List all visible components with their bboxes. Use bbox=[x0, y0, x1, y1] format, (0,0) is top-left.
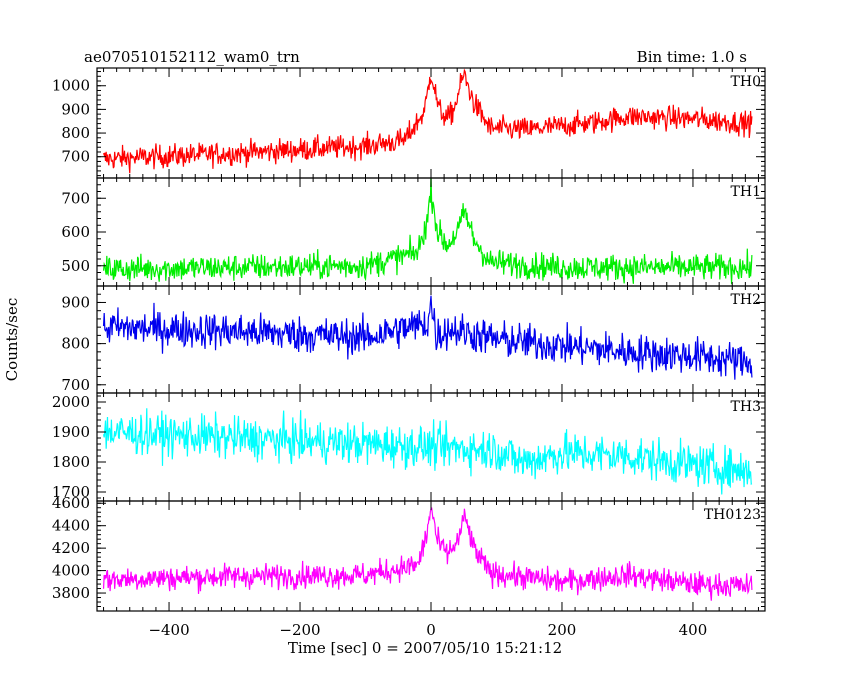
y-tick-label: 900 bbox=[61, 100, 90, 118]
y-tick-label: 2000 bbox=[52, 393, 90, 411]
x-axis-label: Time [sec] 0 = 2007/05/10 15:21:12 bbox=[288, 639, 562, 657]
x-tick-label: 200 bbox=[548, 621, 577, 639]
panel-label-th2: TH2 bbox=[731, 292, 761, 308]
panels-group: TH0 700 800 900 1000 TH1 500 600 700 TH2 700 800 900… bbox=[52, 67, 766, 612]
bin-time-label: Bin time: 1.0 s bbox=[637, 48, 747, 66]
x-tick-label: 400 bbox=[679, 621, 708, 639]
y-axis-label: Counts/sec bbox=[3, 298, 21, 382]
panel-th0123: TH0123 3800 4000 4200 4400 4600 bbox=[52, 494, 766, 612]
panel-frame-th0123 bbox=[96, 500, 766, 612]
x-tick-label: 0 bbox=[426, 621, 436, 639]
y-tick-label: 1700 bbox=[52, 483, 90, 501]
y-tick-label: 1000 bbox=[52, 77, 90, 95]
series-th1 bbox=[102, 178, 753, 285]
series-th3 bbox=[102, 408, 753, 495]
x-tick-label: −200 bbox=[279, 621, 320, 639]
panel-th0: TH0 700 800 900 1000 bbox=[52, 67, 766, 179]
panel-label-th1: TH1 bbox=[731, 184, 761, 200]
series-th2 bbox=[102, 295, 753, 380]
panel-label-th3: TH3 bbox=[731, 399, 761, 415]
y-tick-label: 800 bbox=[61, 124, 90, 142]
y-tick-label: 1800 bbox=[52, 453, 90, 471]
y-tick-label: 4600 bbox=[52, 494, 90, 512]
y-tick-label: 700 bbox=[61, 376, 90, 394]
y-tick-label: 900 bbox=[61, 293, 90, 311]
series-th0 bbox=[102, 68, 753, 174]
y-tick-label: 4200 bbox=[52, 539, 90, 557]
y-tick-label: 3800 bbox=[52, 584, 90, 602]
series-th0123 bbox=[102, 507, 753, 601]
panel-label-th0: TH0 bbox=[731, 74, 761, 90]
y-tick-label: 4000 bbox=[52, 562, 90, 580]
panel-th3: TH3 1700 1800 1900 2000 bbox=[52, 392, 766, 502]
panel-th1: TH1 500 600 700 bbox=[61, 177, 766, 287]
y-tick-label: 700 bbox=[61, 189, 90, 207]
x-tick-label: −400 bbox=[148, 621, 189, 639]
y-tick-label: 600 bbox=[61, 223, 90, 241]
chart-title: ae070510152112_wam0_trn bbox=[84, 48, 300, 66]
y-tick-label: 700 bbox=[61, 148, 90, 166]
y-tick-label: 1900 bbox=[52, 423, 90, 441]
y-tick-label: 800 bbox=[61, 335, 90, 353]
panel-th2: TH2 700 800 900 bbox=[61, 285, 766, 394]
panel-label-th0123: TH0123 bbox=[704, 507, 761, 523]
y-tick-label: 4400 bbox=[52, 517, 90, 535]
y-tick-label: 500 bbox=[61, 257, 90, 275]
